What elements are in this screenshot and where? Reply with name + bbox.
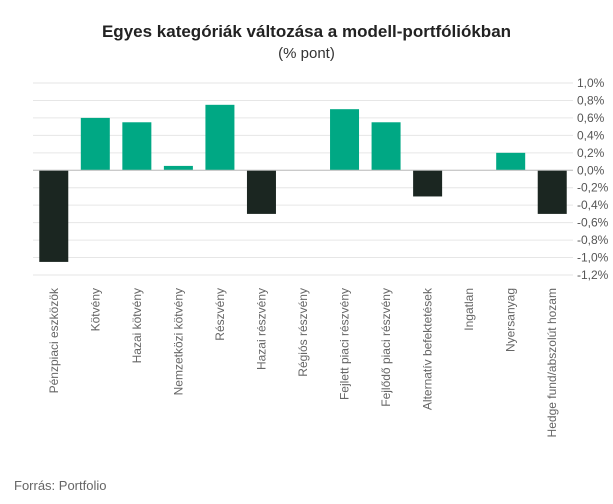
bar xyxy=(413,170,443,197)
y-tick-labels: 1,0% 0,8% 0,6% 0,4% 0,2% 0,0% -0,2% -0,4% -0,6% -… xyxy=(577,76,609,282)
category-label: Hedge fund/abszolút hozam xyxy=(545,288,559,437)
chart-subtitle: (% pont) xyxy=(278,45,335,62)
category-label: Hazai részvény xyxy=(254,288,268,370)
category-label: Nemzetközi kötvény xyxy=(171,288,185,395)
gridlines xyxy=(33,82,573,276)
y-tick-label: -1,0% xyxy=(577,251,609,265)
bar xyxy=(39,170,69,262)
bar xyxy=(122,122,152,171)
category-label: Fejlett piaci részvény xyxy=(338,288,352,400)
category-label: Régiós részvény xyxy=(296,288,310,377)
bar xyxy=(330,109,360,171)
y-tick-label: -0,6% xyxy=(577,216,609,230)
bar xyxy=(496,152,526,171)
y-tick-label: -0,8% xyxy=(577,233,609,247)
bar xyxy=(205,104,235,171)
y-tick-label: 0,0% xyxy=(577,163,605,177)
y-tick-label: 0,2% xyxy=(577,146,605,160)
bar xyxy=(163,165,193,171)
bar xyxy=(80,117,110,171)
y-tick-label: -1,2% xyxy=(577,268,609,282)
category-labels: Pénzpiaci eszközök Kötvény Hazai kötvény Ne… xyxy=(47,287,559,437)
bar xyxy=(537,170,567,214)
category-label: Nyersanyag xyxy=(504,288,518,352)
bar xyxy=(371,122,401,171)
category-label: Hazai kötvény xyxy=(130,288,144,363)
y-tick-label: -0,2% xyxy=(577,181,609,195)
y-tick-label: 0,8% xyxy=(577,93,605,107)
y-tick-label: 0,6% xyxy=(577,111,605,125)
y-tick-label: 1,0% xyxy=(577,76,605,90)
category-label: Fejlődő piaci részvény xyxy=(379,288,393,407)
category-label: Pénzpiaci eszközök xyxy=(47,287,61,393)
category-label: Alternatív befektetések xyxy=(421,287,435,410)
bar xyxy=(246,170,276,214)
category-label: Kötvény xyxy=(88,288,102,331)
category-label: Részvény xyxy=(213,288,227,341)
y-tick-label: -0,4% xyxy=(577,198,609,212)
chart-title: Egyes kategóriák változása a modell-port… xyxy=(101,22,512,41)
bars xyxy=(39,104,567,262)
source-note: Forrás: Portfolio xyxy=(14,478,107,493)
category-label: Ingatlan xyxy=(462,288,476,331)
y-tick-label: 0,4% xyxy=(577,128,605,142)
